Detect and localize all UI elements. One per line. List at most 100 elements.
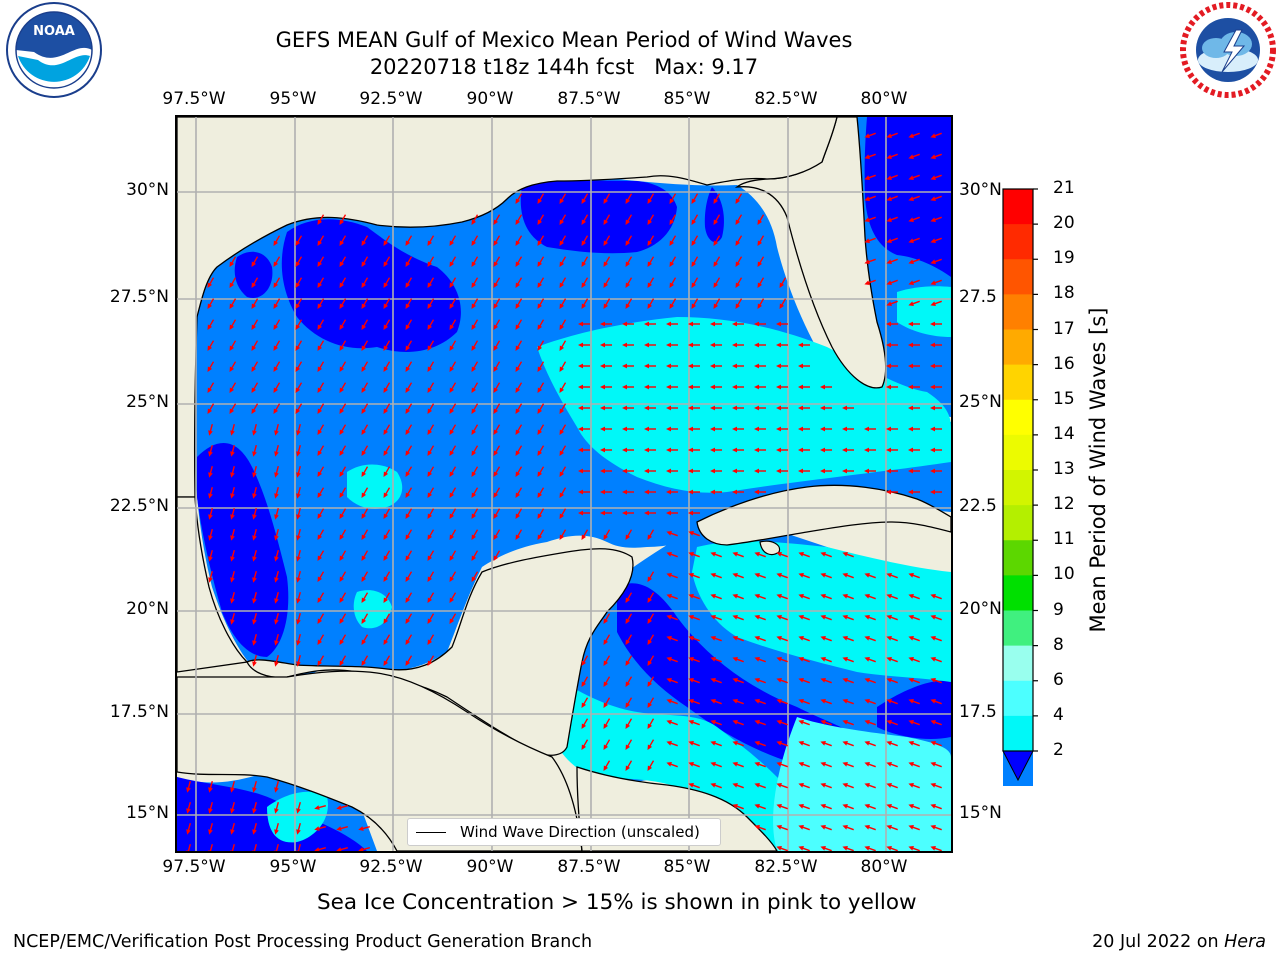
wind-arrow-head [252, 556, 257, 562]
wind-arrow-head [383, 450, 389, 457]
wind-arrow-head [208, 787, 213, 793]
wind-arrow-head [251, 366, 257, 373]
lon-label-bottom: 87.5°W [557, 857, 621, 877]
wind-arrow-head [886, 699, 892, 704]
wind-arrow-head [864, 699, 870, 704]
wind-arrow-head [864, 804, 870, 809]
wind-arrow-head [358, 826, 364, 831]
wind-arrow-head [625, 261, 631, 268]
wind-arrow-head [647, 597, 653, 604]
wind-arrow-head [710, 615, 716, 620]
wind-arrow-head [339, 366, 345, 373]
wind-arrow-head [622, 342, 627, 348]
wind-arrow-shaft [253, 844, 257, 851]
wind-arrow-head [405, 471, 411, 478]
wind-arrow-head [427, 387, 433, 394]
wind-arrow-head [427, 345, 433, 352]
wind-arrow-head [578, 426, 583, 432]
wind-arrow-head [383, 408, 389, 415]
wind-arrow-head [296, 577, 301, 583]
wind-arrow-head [886, 762, 892, 767]
wind-arrow-head [317, 345, 323, 352]
wind-arrow-head [644, 321, 649, 327]
wind-arrow-head [930, 762, 936, 767]
wind-arrow-head [296, 556, 301, 562]
wind-arrow-head [930, 636, 936, 641]
wind-arrow-head [296, 619, 301, 625]
wind-arrow-head [405, 492, 411, 499]
wind-arrow-head [449, 408, 455, 415]
wind-arrow-head [842, 741, 848, 746]
wind-arrow-head [559, 198, 565, 205]
wind-arrow-head [296, 514, 301, 520]
lat-label-right: 25°N [959, 392, 1002, 412]
lon-label-bottom: 92.5°W [359, 857, 423, 877]
wind-arrow-head [732, 636, 738, 641]
wind-arrow-head [274, 472, 279, 478]
wind-arrow-head [405, 597, 411, 604]
wind-arrow-head [886, 783, 892, 788]
wind-arrow-head [732, 657, 738, 662]
wind-arrow-head [691, 303, 697, 310]
wind-arrow-head [776, 783, 782, 788]
map-title: GEFS MEAN Gulf of Mexico Mean Period of … [275, 28, 853, 52]
legend-line-swatch [416, 831, 446, 833]
wind-arrow-head [493, 261, 499, 268]
wind-arrow-head [537, 492, 543, 499]
wind-arrow-head [515, 219, 521, 226]
wind-arrow-head [230, 493, 235, 499]
wind-arrow-head [732, 426, 737, 432]
wind-arrow-head [515, 492, 521, 499]
wind-arrow-head [886, 133, 892, 138]
wind-arrow-head [251, 387, 257, 394]
wind-arrow-head [688, 405, 693, 411]
wind-arrow-head [622, 489, 627, 495]
lat-label-left: 25°N [126, 392, 169, 412]
wind-arrow-head [666, 426, 671, 432]
wind-arrow-head [273, 282, 279, 289]
colorbar-title: Mean Period of Wind Waves [s] [1086, 307, 1110, 633]
wind-arrow-head [186, 787, 191, 793]
wind-arrow-head [779, 303, 785, 310]
lat-label-left: 27.5°N [109, 287, 169, 307]
wind-arrow-head [361, 576, 367, 583]
wind-arrow-head [842, 846, 848, 851]
wind-arrow-head [427, 534, 433, 541]
wind-arrow-head [688, 741, 694, 746]
wind-arrow-head [688, 636, 694, 641]
wind-arrow-head [600, 510, 605, 516]
wind-arrow-head [361, 387, 367, 394]
wind-arrow-head [757, 303, 763, 310]
wind-arrow-head [361, 513, 367, 520]
wind-arrow-head [625, 534, 631, 541]
wind-arrow-head [339, 219, 345, 226]
wind-arrow-head [644, 363, 649, 369]
wind-arrow-head [559, 408, 565, 415]
wind-arrow-head [842, 825, 848, 830]
wind-arrow-head [427, 471, 433, 478]
wind-arrow-head [296, 493, 301, 499]
wind-arrow-head [798, 636, 804, 641]
wind-arrow-head [427, 555, 433, 562]
wind-arrow-head [252, 808, 257, 814]
wind-arrow-head [603, 261, 609, 268]
wind-arrow-head [361, 303, 367, 310]
wind-arrow-head [754, 363, 759, 369]
wind-arrow-head [317, 303, 323, 310]
footer-date-text: 20 Jul 2022 on [1092, 932, 1225, 952]
wind-arrow-head [688, 321, 693, 327]
wind-arrow-head [493, 408, 499, 415]
wind-arrow-head [603, 303, 609, 310]
wind-arrow-head [339, 576, 345, 583]
wind-arrow-head [208, 535, 213, 541]
wind-arrow-head [666, 699, 672, 704]
wind-arrow-head [732, 384, 737, 390]
wind-arrow-head [757, 219, 763, 226]
wind-arrow-head [930, 175, 936, 180]
lon-label-bottom: 85°W [663, 857, 711, 877]
wind-arrow-head [820, 405, 825, 411]
wind-arrow-head [886, 468, 891, 474]
wind-arrow-head [207, 345, 213, 352]
wind-arrow-head [776, 825, 782, 830]
wind-arrow-head [537, 261, 543, 268]
